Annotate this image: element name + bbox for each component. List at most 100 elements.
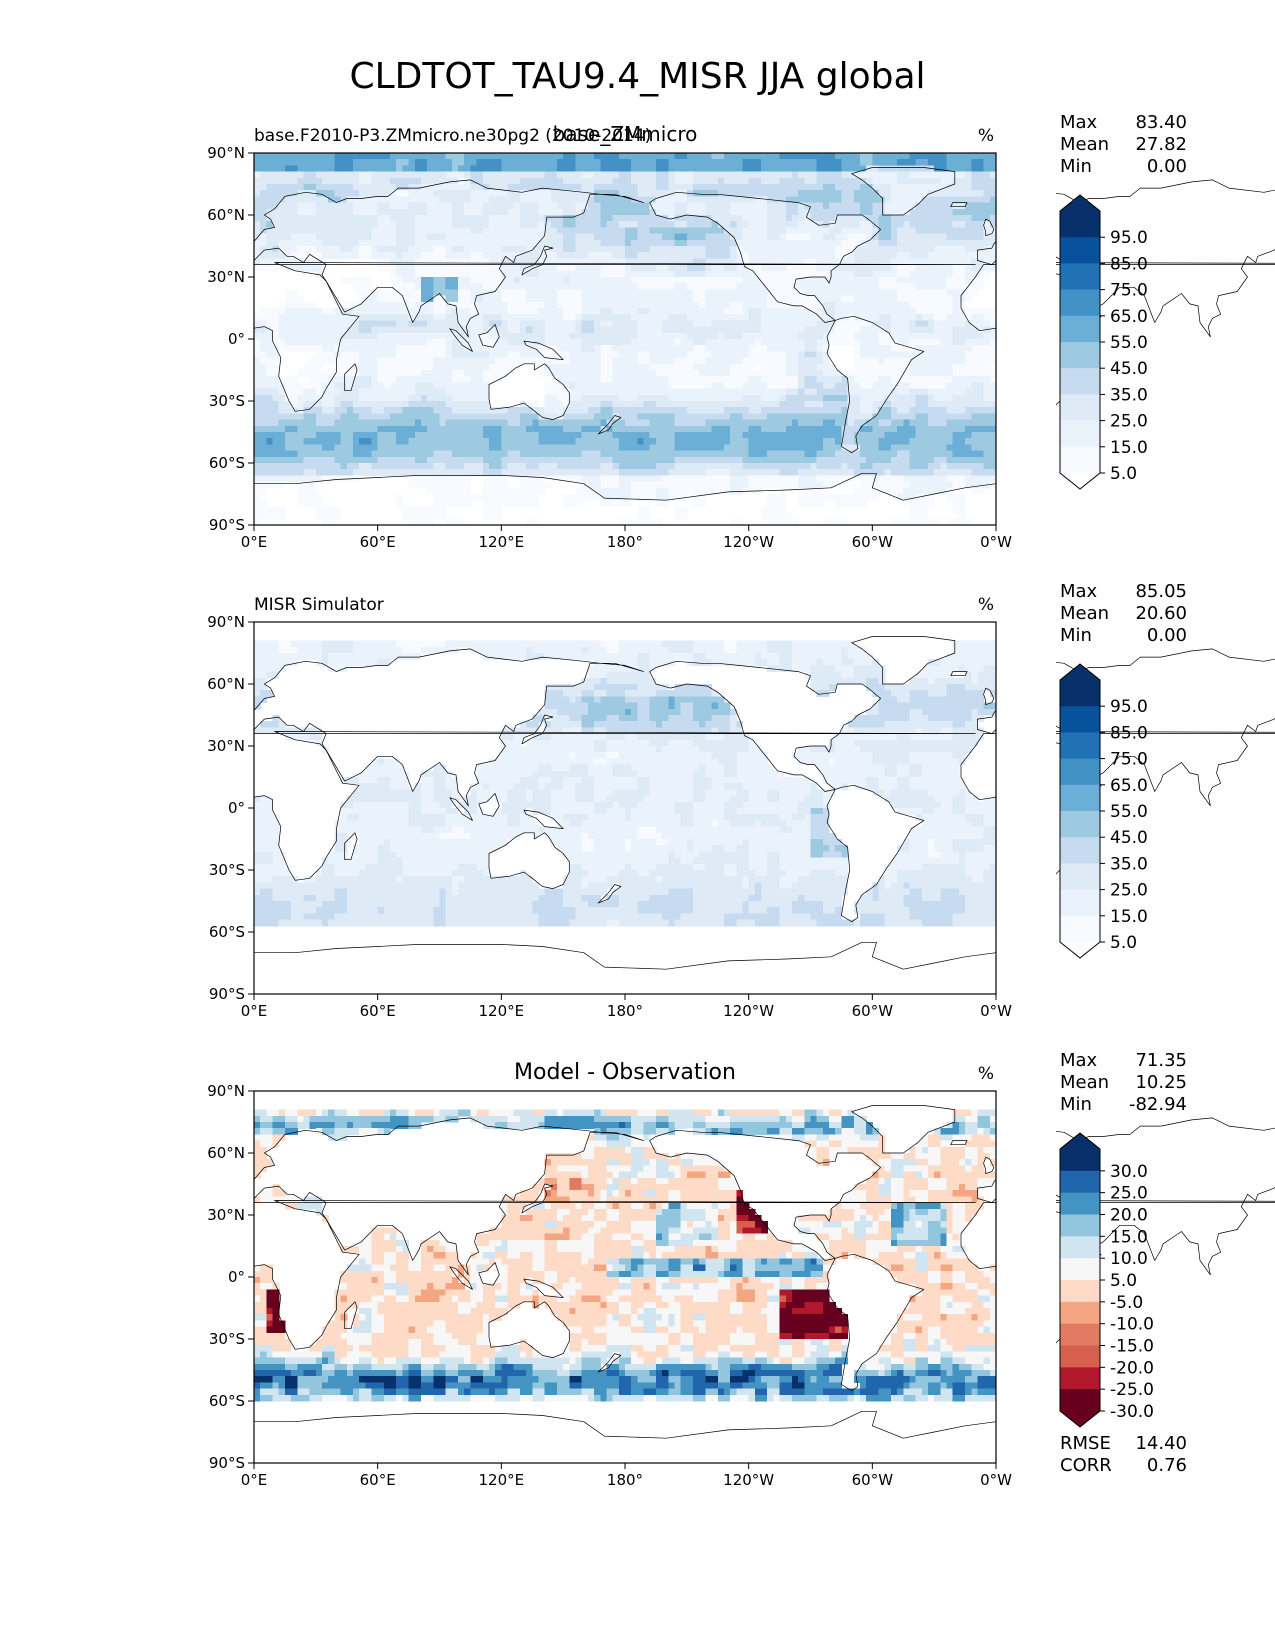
colorbar-segment <box>1060 1214 1100 1237</box>
colorbar-segment <box>1060 863 1100 891</box>
x-tick-label: 120°W <box>723 533 774 551</box>
colorbar-segment <box>1060 1149 1100 1172</box>
coastline-madagascar <box>344 832 358 861</box>
mask-right <box>996 93 1056 545</box>
stat-value: 0.00 <box>1147 156 1187 177</box>
colorbar-label: 15.0 <box>1110 438 1148 458</box>
x-tick-label: 0°E <box>241 533 268 551</box>
subtitle-left: base.F2010-P3.ZMmicro.ne30pg2 (2010-2014… <box>254 126 651 146</box>
mask-left <box>0 562 254 1014</box>
coastline-sAmerica <box>826 315 925 454</box>
stat-label: Min <box>1060 156 1092 177</box>
colorbar-label: 30.0 <box>1110 1162 1148 1182</box>
colorbar-under-cap <box>1060 473 1100 489</box>
colorbar-segment <box>1060 915 1100 943</box>
y-tick-label: 60°S <box>209 923 245 941</box>
coastline-sumatra <box>449 797 473 821</box>
colorbar-label: -30.0 <box>1110 1402 1154 1422</box>
x-tick-label: 0°E <box>241 1471 268 1489</box>
coastline-nAmerica <box>649 191 881 323</box>
colorbar-segment <box>1060 706 1100 733</box>
y-tick-label: 60°N <box>207 1144 245 1162</box>
mask-left <box>0 93 254 545</box>
colorbar-label: -10.0 <box>1110 1315 1154 1335</box>
colorbar-segment <box>1060 1323 1100 1346</box>
colorbar-over-cap <box>1060 1133 1100 1149</box>
coastline-nz <box>597 884 622 904</box>
coastline-australia <box>488 1301 570 1358</box>
coastline-britain <box>983 218 995 237</box>
coastline-borneo <box>478 793 500 817</box>
x-tick-label: 120°E <box>479 533 525 551</box>
subtitle-left: MISR Simulator <box>254 595 384 615</box>
coastline-sumatra <box>449 1266 473 1290</box>
page-title: CLDTOT_TAU9.4_MISR JJA global <box>349 56 926 97</box>
y-tick-label: 60°S <box>209 1392 245 1410</box>
y-tick-label: 90°N <box>207 1082 245 1100</box>
colorbar-label: 15.0 <box>1110 907 1148 927</box>
coastline-newguinea <box>523 809 564 830</box>
coastline-antarctica <box>254 472 997 526</box>
y-tick-label: 90°S <box>209 516 245 534</box>
colorbar-segment <box>1060 420 1100 448</box>
y-tick-label: 30°N <box>207 1206 245 1224</box>
coastline-newguinea <box>523 1278 564 1299</box>
y-tick-label: 90°S <box>209 1454 245 1472</box>
stat-label: Min <box>1060 625 1092 646</box>
colorbar-segment <box>1060 394 1100 422</box>
colorbar-label: -5.0 <box>1110 1293 1143 1313</box>
y-tick-label: 30°S <box>209 861 245 879</box>
coastline-eurasia <box>235 179 644 338</box>
mask-right <box>996 562 1056 1014</box>
x-tick-label: 0°W <box>980 1002 1012 1020</box>
x-tick-label: 60°W <box>852 1471 894 1489</box>
stat-value: 0.00 <box>1147 625 1187 646</box>
footer-stat-value: 14.40 <box>1135 1433 1187 1454</box>
map-field <box>254 640 997 927</box>
colorbar-label: 5.0 <box>1110 933 1137 953</box>
x-tick-label: 120°E <box>479 1471 525 1489</box>
colorbar-label: 45.0 <box>1110 828 1148 848</box>
y-tick-label: 60°N <box>207 206 245 224</box>
x-tick-label: 0°W <box>980 533 1012 551</box>
colorbar-label: 55.0 <box>1110 333 1148 353</box>
colorbar-label: 15.0 <box>1110 1227 1148 1247</box>
coastline-iceland <box>950 671 968 677</box>
colorbar-label: 20.0 <box>1110 1206 1148 1226</box>
y-tick-label: 90°S <box>209 985 245 1003</box>
coastline-nz <box>597 1353 622 1373</box>
subtitle-center: Model - Observation <box>514 1060 736 1085</box>
x-tick-label: 120°W <box>723 1471 774 1489</box>
units-label: % <box>978 126 994 146</box>
colorbar-label: 5.0 <box>1110 464 1137 484</box>
y-tick-label: 30°S <box>209 1330 245 1348</box>
colorbar-segment <box>1060 342 1100 369</box>
y-tick-label: 90°N <box>207 144 245 162</box>
colorbar-label: 5.0 <box>1110 1271 1137 1291</box>
colorbar-segment <box>1060 1345 1100 1368</box>
coastline-nz <box>597 415 622 435</box>
x-tick-label: 180° <box>607 1471 643 1489</box>
stat-value: 10.25 <box>1135 1072 1187 1093</box>
coastline-madagascar <box>344 1301 358 1330</box>
coastline-iceland <box>950 1140 968 1146</box>
stat-label: Mean <box>1060 603 1109 624</box>
colorbar-segment <box>1060 289 1100 317</box>
y-tick-label: 60°S <box>209 454 245 472</box>
footer-stat-value: 0.76 <box>1147 1455 1187 1476</box>
y-tick-label: 30°N <box>207 737 245 755</box>
colorbar-segment <box>1060 1170 1100 1194</box>
coastline-britain <box>983 687 995 706</box>
colorbar-label: 35.0 <box>1110 385 1148 405</box>
coastline-greenland <box>851 636 956 685</box>
coastline-madagascar <box>344 363 358 392</box>
colorbar-segment <box>1060 837 1100 864</box>
colorbar-label: 45.0 <box>1110 359 1148 379</box>
coastline-borneo <box>478 324 500 348</box>
x-tick-label: 0°W <box>980 1471 1012 1489</box>
colorbar-segment <box>1060 1389 1100 1412</box>
x-tick-label: 0°E <box>241 1002 268 1020</box>
panel-3: 0°E 60°E 120°E 180° 120°W 60°W 0°W 90°N 60°N 30°N… <box>0 1031 1275 1489</box>
stat-label: Max <box>1060 112 1098 133</box>
colorbar-label: 25.0 <box>1110 412 1148 432</box>
